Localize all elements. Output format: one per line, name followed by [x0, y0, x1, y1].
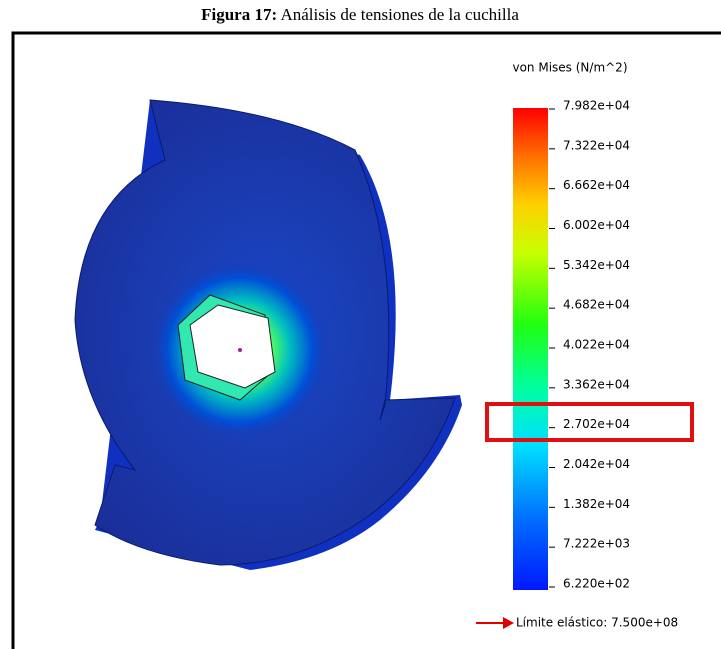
limit-arrow-head: [503, 617, 514, 629]
color-bar: [513, 108, 548, 590]
tick-label: 7.222e+03: [563, 537, 630, 551]
tick-label: 7.982e+04: [563, 99, 630, 113]
tick-label: 6.220e+02: [563, 577, 630, 591]
center-mark: [238, 348, 242, 352]
limit-label: Límite elástico: 7.500e+08: [516, 616, 678, 630]
tick-label: 4.022e+04: [563, 338, 630, 352]
figure: Figura 17: Análisis de tensiones de la c…: [0, 0, 721, 649]
tick-label: 2.702e+04: [563, 417, 630, 431]
tick-label: 1.382e+04: [563, 497, 630, 511]
page: Figura 17: Análisis de tensiones de la c…: [0, 0, 721, 649]
tick-label: 6.002e+04: [563, 218, 630, 232]
tick-label: 4.682e+04: [563, 298, 630, 312]
tick-label: 7.322e+04: [563, 138, 630, 152]
legend-title: von Mises (N/m^2): [512, 61, 627, 75]
caption-text: Análisis de tensiones de la cuchilla: [280, 5, 519, 24]
tick-label: 3.362e+04: [563, 377, 630, 391]
tick-label: 6.662e+04: [563, 178, 630, 192]
legend-ticks: 7.982e+04 7.322e+04 6.662e+04 6.002e+04 5.34…: [549, 99, 630, 591]
caption-label: Figura 17:: [201, 5, 277, 24]
tick-label: 5.342e+04: [563, 258, 630, 272]
tick-label: 2.042e+04: [563, 457, 630, 471]
caption: Figura 17: Análisis de tensiones de la c…: [201, 5, 519, 24]
